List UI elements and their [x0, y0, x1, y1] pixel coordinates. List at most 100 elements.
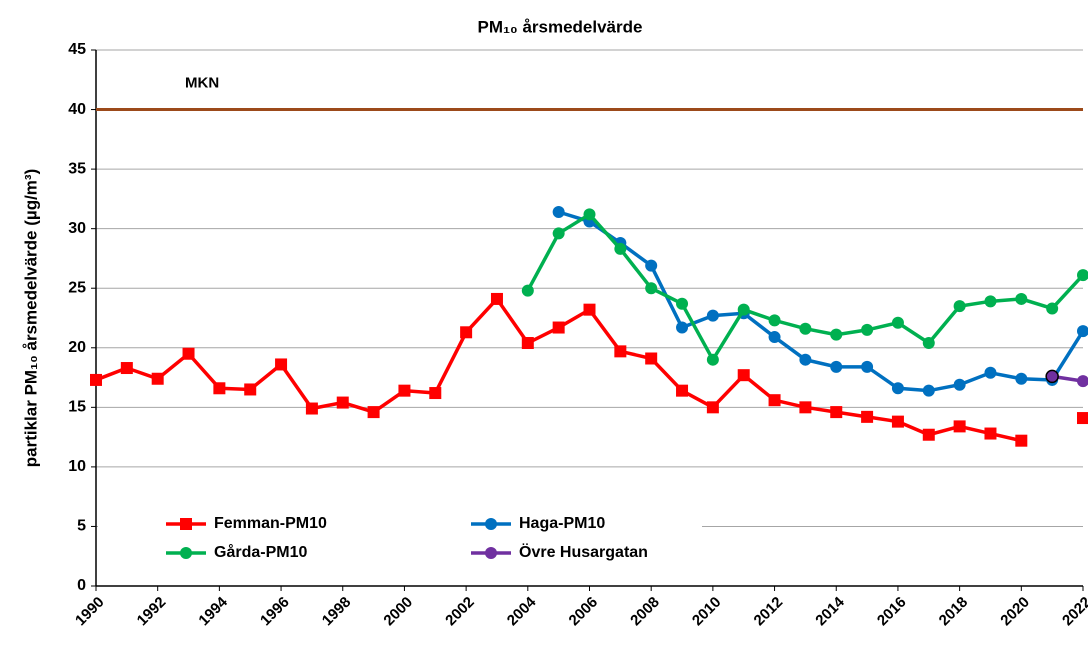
x-tick-label: 2006: [566, 594, 602, 630]
data-point: [953, 378, 966, 391]
data-point: [90, 373, 102, 386]
x-tick-label: 2012: [751, 594, 787, 630]
data-point: [953, 420, 966, 433]
legend-box: [98, 508, 702, 574]
data-point: [830, 360, 843, 373]
x-tick-label: 2008: [627, 594, 663, 630]
data-point: [891, 415, 904, 428]
x-tick-label: 2000: [380, 594, 416, 630]
x-tick-label: 2016: [874, 594, 910, 630]
legend-label: Haga-PM10: [519, 515, 605, 532]
x-tick-label: 2004: [504, 593, 540, 629]
data-point: [706, 353, 719, 366]
data-point: [583, 303, 596, 316]
y-tick-label: 10: [68, 458, 86, 475]
legend-marker: [180, 518, 192, 530]
x-tick-label: 2002: [442, 594, 478, 630]
data-point: [922, 428, 935, 441]
x-tick-label: 2022: [1059, 594, 1088, 630]
data-point: [552, 227, 565, 240]
data-point: [151, 372, 164, 385]
data-point: [861, 323, 874, 336]
data-point: [120, 362, 133, 375]
data-point: [737, 369, 750, 382]
data-point: [490, 292, 503, 305]
data-point: [830, 328, 843, 341]
data-point: [830, 406, 843, 419]
y-tick-label: 0: [77, 577, 86, 594]
legend-marker: [485, 547, 497, 559]
data-point: [768, 331, 781, 344]
series-line: [95, 296, 1022, 443]
data-point: [336, 396, 349, 409]
legend-marker: [180, 547, 192, 559]
data-point: [614, 345, 627, 358]
data-point: [521, 337, 534, 350]
data-point: [429, 387, 442, 400]
data-point: [1077, 412, 1088, 425]
x-tick-label: 1994: [195, 593, 231, 629]
x-tick-label: 1996: [257, 594, 293, 630]
x-tick-label: 1990: [72, 594, 108, 630]
data-point: [552, 205, 565, 218]
data-point: [861, 410, 874, 423]
data-point: [953, 300, 966, 313]
data-point: [922, 337, 935, 350]
data-point: [521, 284, 534, 297]
data-point: [244, 383, 257, 396]
x-tick-label: 2018: [936, 594, 972, 630]
data-point: [305, 402, 318, 415]
y-tick-label: 30: [68, 220, 86, 237]
data-point: [182, 347, 195, 360]
data-point: [737, 303, 750, 316]
data-point: [614, 242, 627, 255]
data-point: [768, 314, 781, 327]
y-tick-label: 20: [68, 339, 86, 356]
legend-label: Gårda-PM10: [214, 543, 307, 561]
data-point: [891, 316, 904, 329]
data-point: [706, 401, 719, 414]
data-point: [367, 406, 380, 419]
data-point: [799, 401, 812, 414]
y-tick-label: 45: [68, 41, 86, 58]
data-point: [676, 297, 689, 310]
data-point: [1077, 269, 1088, 282]
data-point: [1046, 302, 1059, 315]
data-point: [1015, 292, 1028, 305]
x-tick-label: 2014: [812, 593, 848, 629]
data-point: [768, 394, 781, 407]
data-point: [891, 382, 904, 395]
data-point: [676, 321, 689, 334]
y-tick-label: 5: [77, 518, 86, 535]
data-point: [676, 384, 689, 397]
data-point: [861, 360, 874, 373]
data-point: [984, 366, 997, 379]
data-point: [460, 326, 473, 339]
data-point: [645, 282, 658, 295]
data-point: [275, 358, 288, 371]
chart-title: PM₁₀ årsmedelvärde: [478, 17, 643, 36]
y-tick-label: 40: [68, 101, 86, 118]
data-point: [645, 259, 658, 272]
data-point: [583, 208, 596, 221]
reference-label: MKN: [185, 75, 219, 92]
data-point: [552, 321, 565, 334]
data-point: [1015, 372, 1028, 385]
data-point: [1015, 434, 1028, 447]
x-tick-label: 1992: [134, 594, 170, 630]
y-axis-label: partiklar PM₁₀ årsmedelvärde (µg/m³): [21, 169, 40, 467]
data-point: [984, 295, 997, 308]
data-point: [984, 427, 997, 440]
x-tick-label: 2010: [689, 594, 725, 630]
x-tick-label: 2020: [997, 594, 1033, 630]
legend-marker: [485, 518, 497, 530]
y-tick-label: 35: [68, 160, 86, 177]
data-point: [706, 309, 719, 322]
data-point: [398, 384, 411, 397]
legend-label: Femman-PM10: [214, 515, 327, 532]
y-tick-label: 25: [68, 279, 86, 296]
data-point: [1077, 375, 1088, 388]
data-point: [799, 322, 812, 335]
x-tick-label: 1998: [319, 594, 355, 630]
